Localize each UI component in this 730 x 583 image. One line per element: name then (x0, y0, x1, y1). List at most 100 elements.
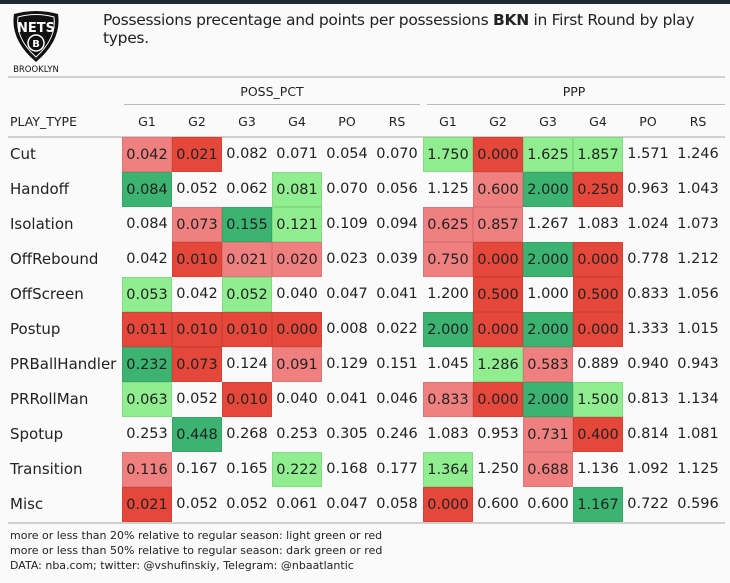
cell-ppp-g3: 0.583 (523, 347, 573, 382)
svg-text:B: B (32, 39, 40, 50)
cell-ppp-g1: 2.000 (423, 312, 473, 347)
cell-poss-g2: 0.448 (172, 417, 222, 452)
cell-ppp-g3: 0.731 (523, 417, 573, 452)
cell-ppp-rs: 1.073 (677, 216, 719, 232)
cell-poss-g4: 0.222 (272, 452, 322, 487)
cell-poss-g3: 0.155 (222, 207, 272, 242)
cell-poss-g2: 0.073 (172, 347, 222, 382)
cell-poss-rs: 0.094 (376, 216, 418, 232)
cell-ppp-po: 0.722 (627, 496, 669, 512)
cell-ppp-g1: 0.000 (423, 487, 473, 522)
cell-poss-rs: 0.151 (376, 356, 418, 372)
cell-ppp-g1: 1.045 (427, 356, 469, 372)
cell-ppp-g4: 1.136 (577, 461, 619, 477)
cell-poss-g4: 0.020 (272, 242, 322, 277)
cell-poss-g2: 0.021 (172, 137, 222, 172)
row-label: Isolation (10, 215, 74, 233)
top-bar (0, 0, 730, 4)
cell-ppp-g3: 2.000 (523, 382, 573, 417)
row-header: PLAY_TYPE (10, 114, 77, 129)
cell-ppp-g4: 1.857 (573, 137, 623, 172)
spanner-line (427, 104, 725, 105)
cell-ppp-g4: 1.167 (573, 487, 623, 522)
cell-ppp-g1: 0.625 (423, 207, 473, 242)
cell-ppp-g3: 1.000 (527, 286, 569, 302)
cell-poss-po: 0.305 (326, 426, 368, 442)
cell-poss-g1: 0.084 (126, 216, 168, 232)
spanner-line (124, 104, 420, 105)
spanner-ppp: PPP (562, 84, 586, 99)
cell-ppp-g3: 2.000 (523, 312, 573, 347)
cell-ppp-po: 0.833 (627, 286, 669, 302)
cell-ppp-g4: 0.889 (577, 356, 619, 372)
cell-poss-g3: 0.082 (226, 146, 268, 162)
column-header-ppp-rs: RS (689, 114, 707, 129)
cell-poss-po: 0.041 (326, 391, 368, 407)
cell-ppp-rs: 1.125 (677, 461, 719, 477)
cell-ppp-rs: 1.056 (677, 286, 719, 302)
column-header-poss-po: PO (338, 114, 356, 129)
cell-ppp-g1: 1.125 (427, 181, 469, 197)
cell-poss-g1: 0.011 (122, 312, 172, 347)
cell-ppp-rs: 0.943 (677, 356, 719, 372)
cell-poss-po: 0.109 (326, 216, 368, 232)
cell-ppp-rs: 1.212 (677, 251, 719, 267)
cell-poss-g1: 0.042 (122, 137, 172, 172)
cell-poss-g3: 0.052 (226, 496, 268, 512)
column-header-ppp-po: PO (639, 114, 657, 129)
row-label: Transition (10, 460, 83, 478)
column-header-ppp-g1: G1 (439, 114, 457, 129)
cell-poss-g2: 0.010 (172, 312, 222, 347)
cell-poss-g4: 0.000 (272, 312, 322, 347)
cell-poss-po: 0.023 (326, 251, 368, 267)
column-header-poss-g1: G1 (138, 114, 156, 129)
footnote-source: DATA: nba.com; twitter: @vshufinskiy, Te… (10, 559, 354, 572)
title-team: BKN (492, 11, 529, 29)
cell-poss-g1: 0.084 (122, 172, 172, 207)
nets-logo: NETS B BROOKLYN (13, 11, 59, 74)
cell-poss-g2: 0.052 (176, 496, 218, 512)
column-header-ppp-g3: G3 (539, 114, 557, 129)
cell-poss-rs: 0.041 (376, 286, 418, 302)
cell-ppp-rs: 1.081 (677, 426, 719, 442)
cell-ppp-g2: 0.500 (473, 277, 523, 312)
cell-poss-g1: 0.063 (122, 382, 172, 417)
cell-poss-g2: 0.052 (176, 181, 218, 197)
row-label: Misc (10, 495, 44, 513)
cell-ppp-po: 1.333 (627, 321, 669, 337)
footnote: more or less than 20% relative to regula… (10, 529, 383, 542)
cell-ppp-g4: 1.083 (577, 216, 619, 232)
footnote: more or less than 50% relative to regula… (10, 544, 383, 557)
cell-poss-g4: 0.081 (272, 172, 322, 207)
table-bottom-divider (8, 522, 725, 524)
cell-ppp-g2: 0.953 (477, 426, 519, 442)
cell-poss-rs: 0.246 (376, 426, 418, 442)
column-header-divider (8, 136, 725, 138)
cell-ppp-g1: 1.083 (427, 426, 469, 442)
cell-ppp-rs: 1.043 (677, 181, 719, 197)
cell-poss-g4: 0.071 (276, 146, 318, 162)
cell-poss-g1: 0.232 (122, 347, 172, 382)
cell-poss-g3: 0.268 (226, 426, 268, 442)
cell-ppp-po: 0.778 (627, 251, 669, 267)
cell-ppp-po: 0.814 (627, 426, 669, 442)
cell-poss-g1: 0.042 (126, 251, 168, 267)
cell-ppp-g4: 0.400 (573, 417, 623, 452)
cell-ppp-g3: 0.600 (527, 496, 569, 512)
spanner-poss-pct: POSS_PCT (240, 84, 304, 99)
cell-poss-g3: 0.124 (226, 356, 268, 372)
row-label: OffScreen (10, 285, 84, 303)
cell-ppp-g3: 2.000 (523, 242, 573, 277)
cell-poss-g2: 0.052 (176, 391, 218, 407)
cell-poss-g4: 0.061 (276, 496, 318, 512)
cell-poss-g2: 0.167 (176, 461, 218, 477)
chart-title: Possessions precentage and points per po… (103, 11, 730, 47)
cell-ppp-g4: 0.500 (573, 277, 623, 312)
cell-poss-rs: 0.039 (376, 251, 418, 267)
cell-poss-po: 0.054 (326, 146, 368, 162)
column-header-ppp-g2: G2 (489, 114, 507, 129)
cell-poss-po: 0.008 (326, 321, 368, 337)
svg-text:NETS: NETS (17, 21, 55, 36)
column-header-poss-g4: G4 (288, 114, 306, 129)
cell-poss-g4: 0.121 (272, 207, 322, 242)
